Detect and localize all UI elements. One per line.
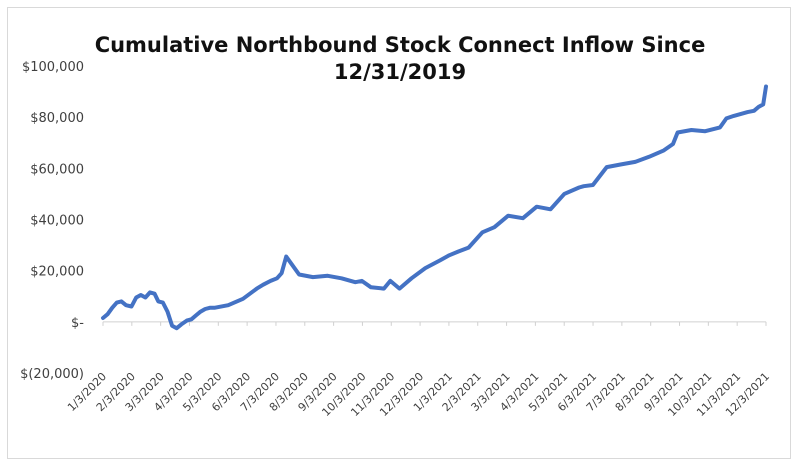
- series-layer: [101, 84, 768, 331]
- chart-title-line-1: Cumulative Northbound Stock Connect Infl…: [95, 33, 706, 57]
- y-tick-label: $100,000: [22, 60, 84, 75]
- y-tick-label: $60,000: [30, 162, 84, 177]
- series-line: [101, 84, 768, 331]
- y-tick-label: $-: [71, 316, 84, 331]
- y-tick-label: $40,000: [30, 214, 84, 229]
- y-tick-label: $20,000: [30, 265, 84, 280]
- chart-title-line-2: 12/31/2019: [334, 60, 466, 84]
- chart-title: Cumulative Northbound Stock Connect Infl…: [95, 33, 706, 84]
- chart-frame: [7, 7, 791, 459]
- y-tick-label: $(20,000): [20, 367, 84, 382]
- y-tick-label: $80,000: [30, 111, 84, 126]
- y-axis-ticks: $100,000 $80,000 $60,000 $40,000 $20,000 $- $(…: [20, 60, 84, 382]
- x-axis: 1/3/20202/3/20203/3/20204/3/20205/3/2020…: [65, 321, 772, 419]
